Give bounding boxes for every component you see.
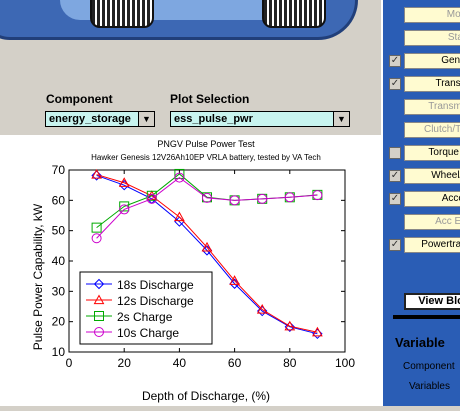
chevron-down-icon[interactable]: ▼ — [138, 112, 154, 126]
data-point-triangle — [229, 275, 240, 285]
block-button-wheel-a[interactable]: Wheel/A — [404, 168, 460, 184]
data-point-triangle — [91, 169, 102, 179]
right-panel: MotoStart✓Gener✓TransmTransmisClutch/Tor… — [381, 0, 460, 406]
data-point-diamond — [284, 321, 296, 333]
data-point-circle — [257, 193, 268, 204]
block-button-moto[interactable]: Moto — [404, 7, 460, 23]
variables-label: Variables — [409, 381, 450, 392]
series-line-1 — [96, 174, 318, 333]
checkbox-torque-c[interactable] — [389, 147, 401, 159]
checkbox-acces[interactable]: ✓ — [389, 193, 401, 205]
x-tick-label: 40 — [173, 356, 187, 370]
checkbox-transm[interactable]: ✓ — [389, 78, 401, 90]
block-button-gener[interactable]: Gener — [404, 53, 460, 69]
y-tick-label: 30 — [52, 284, 66, 298]
x-tick-label: 80 — [283, 356, 297, 370]
checkbox-wheel-a[interactable]: ✓ — [389, 170, 401, 182]
data-point-square — [91, 222, 102, 233]
chart-title: PNGV Pulse Power Test — [157, 139, 255, 149]
component-label: Component — [46, 92, 113, 106]
y-tick-label: 60 — [52, 193, 66, 207]
plot-selection-select-value: ess_pulse_pwr — [174, 113, 253, 125]
legend-entry: 10s Charge — [117, 326, 179, 340]
component-select[interactable]: energy_storage ▼ — [45, 111, 155, 127]
block-button-transmis[interactable]: Transmis — [404, 99, 460, 115]
plot-selection-select[interactable]: ess_pulse_pwr ▼ — [170, 111, 350, 127]
block-button-clutch-tor[interactable]: Clutch/Tor — [404, 122, 460, 138]
legend-marker — [93, 278, 105, 290]
block-button-acc-ele[interactable]: Acc Ele — [404, 214, 460, 230]
data-point-diamond — [91, 170, 102, 181]
block-button-acces[interactable]: Acces — [404, 191, 460, 207]
x-tick-label: 0 — [66, 356, 73, 370]
chevron-down-icon[interactable]: ▼ — [333, 112, 349, 126]
data-point-triangle — [146, 190, 158, 200]
data-point-circle — [174, 172, 185, 183]
data-point-circle — [91, 233, 102, 244]
data-point-triangle — [256, 304, 268, 314]
block-button-start[interactable]: Start — [404, 30, 460, 46]
checkbox-powertrain[interactable]: ✓ — [389, 239, 401, 251]
y-tick-label: 40 — [52, 254, 66, 268]
y-tick-label: 70 — [52, 163, 66, 177]
vehicle-banner-area: Component energy_storage ▼ Plot Selectio… — [0, 0, 381, 127]
divider — [393, 315, 460, 319]
chart-subtitle: Hawker Genesis 12V26Ah10EP VRLA battery,… — [91, 153, 321, 162]
vehicle-image — [0, 0, 360, 40]
x-tick-label: 60 — [228, 356, 242, 370]
y-axis-label: Pulse Power Capability, kW — [31, 203, 45, 350]
data-point-circle — [146, 193, 157, 204]
data-point-circle — [229, 195, 240, 206]
legend-marker — [93, 294, 105, 305]
plot-selection-label: Plot Selection — [170, 92, 250, 106]
pulse-power-chart: PNGV Pulse Power Test Hawker Genesis 12V… — [31, 139, 355, 403]
data-point-square — [174, 168, 185, 179]
legend-marker — [94, 311, 104, 321]
component-variable-label: Component — [403, 361, 455, 372]
legend-entry: 12s Discharge — [117, 294, 194, 308]
chart-area: PNGV Pulse Power Test Hawker Genesis 12V… — [0, 135, 381, 406]
data-point-circle — [284, 192, 295, 203]
x-tick-label: 20 — [118, 356, 132, 370]
data-point-triangle — [118, 177, 130, 187]
block-button-torque-c[interactable]: Torque C — [404, 145, 460, 161]
data-point-triangle — [201, 241, 213, 252]
data-point-triangle — [284, 320, 296, 331]
checkbox-gener[interactable]: ✓ — [389, 55, 401, 67]
data-point-circle — [312, 190, 323, 201]
view-block-button[interactable]: View Bloc — [404, 293, 460, 310]
legend-marker — [94, 327, 104, 337]
x-axis-label: Depth of Discharge, (%) — [142, 389, 270, 403]
variables-title: Variable — [395, 335, 445, 350]
series-line-0 — [96, 174, 318, 335]
series-line-3 — [96, 176, 318, 239]
data-point-triangle — [312, 326, 323, 337]
y-tick-label: 50 — [52, 224, 66, 238]
data-point-circle — [119, 204, 130, 215]
data-point-triangle — [174, 211, 185, 222]
block-button-powertrain[interactable]: Powertrain — [404, 237, 460, 253]
data-point-circle — [202, 192, 212, 203]
x-tick-label: 100 — [335, 356, 355, 370]
y-tick-label: 20 — [52, 315, 66, 329]
component-select-value: energy_storage — [49, 113, 131, 125]
legend-entry: 2s Charge — [117, 310, 173, 324]
block-button-transm[interactable]: Transm — [404, 76, 460, 92]
data-point-square — [119, 201, 130, 212]
legend-entry: 18s Discharge — [117, 278, 194, 292]
y-tick-label: 10 — [52, 345, 66, 359]
